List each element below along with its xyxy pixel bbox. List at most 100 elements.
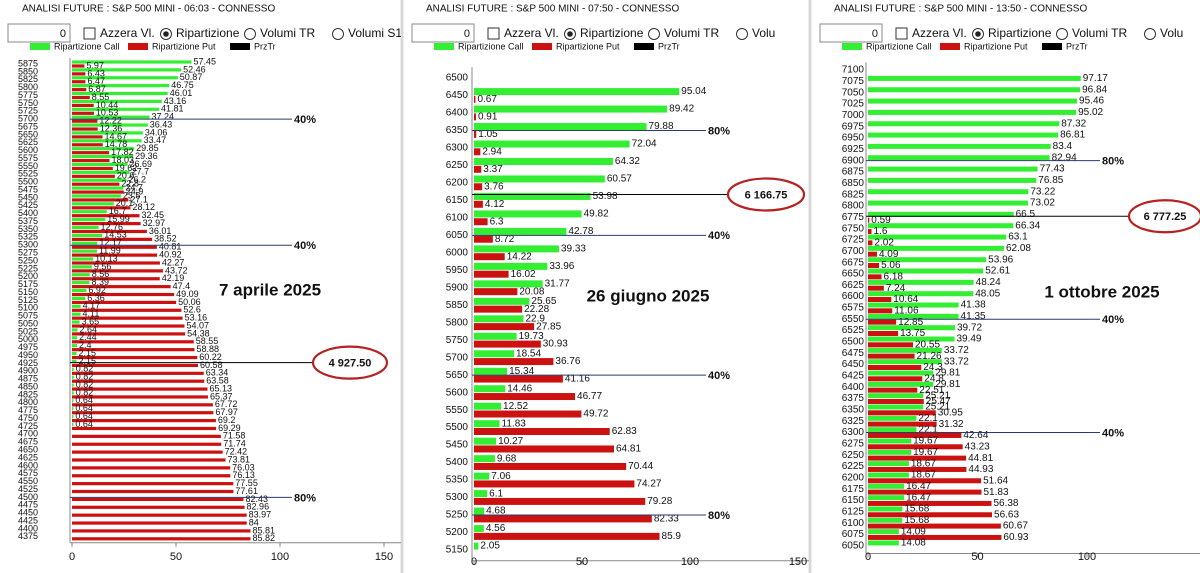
bar <box>868 353 915 359</box>
data-label: 64.32 <box>615 156 640 167</box>
data-label: 85.82 <box>253 533 276 543</box>
y-tick-label: 4875 <box>18 374 38 384</box>
bar <box>868 155 1050 161</box>
bar <box>72 422 74 427</box>
bar <box>868 75 1081 81</box>
data-label: 2.4 <box>79 340 92 350</box>
y-tick-label: 6100 <box>446 212 469 223</box>
data-label: 5.06 <box>881 260 901 271</box>
bar <box>72 115 150 119</box>
data-label: 15.99 <box>107 214 130 224</box>
bar <box>868 517 903 523</box>
checkbox[interactable] <box>83 27 96 40</box>
bar <box>72 328 78 332</box>
data-label: 20.08 <box>519 286 544 297</box>
data-label: 7.06 <box>491 471 511 482</box>
data-label: 9.56 <box>94 261 112 271</box>
bar <box>868 489 982 495</box>
data-label: 82.33 <box>654 514 679 525</box>
data-label: 42.64 <box>963 430 988 441</box>
data-label: 0.64 <box>75 403 93 413</box>
bar <box>868 342 914 348</box>
data-label: 42.27 <box>162 257 185 267</box>
bar <box>72 257 94 261</box>
number-input-value: 0 <box>464 28 470 40</box>
y-tick-label: 6400 <box>842 382 865 393</box>
bar <box>72 355 198 360</box>
data-label: 21.26 <box>917 351 942 362</box>
bar <box>868 393 924 399</box>
number-input[interactable] <box>7 23 71 43</box>
data-label: 10.13 <box>95 253 118 263</box>
y-tick-label: 7025 <box>842 99 865 110</box>
bar <box>72 399 74 403</box>
bar <box>72 206 131 210</box>
data-label: 18.54 <box>516 348 541 359</box>
bar <box>72 340 194 344</box>
bar <box>72 316 183 320</box>
radio-button[interactable] <box>332 28 344 40</box>
y-tick-label: 4625 <box>18 452 38 462</box>
data-label: 0.64 <box>75 419 93 429</box>
bar <box>72 123 148 127</box>
number-input[interactable] <box>411 23 475 43</box>
bar <box>868 415 917 421</box>
y-tick-label: 5150 <box>446 545 469 556</box>
number-input[interactable] <box>819 23 883 43</box>
checkbox[interactable] <box>895 27 908 40</box>
x-tick-label: 100 <box>271 551 289 563</box>
data-label: 3.76 <box>484 181 504 192</box>
bar <box>474 358 554 366</box>
bar <box>72 265 92 269</box>
radio-dot <box>163 31 169 37</box>
bar <box>868 245 1004 251</box>
y-tick-label: 4425 <box>18 515 38 525</box>
bar <box>868 330 899 336</box>
y-tick-label: 4700 <box>18 429 38 439</box>
y-tick-label: 5850 <box>446 300 469 311</box>
radio-button[interactable] <box>1056 28 1068 40</box>
data-label: 0.82 <box>76 372 94 382</box>
bar <box>868 223 1014 229</box>
y-tick-label: 4800 <box>18 397 38 407</box>
radio-label: Volumi S1 <box>348 26 402 40</box>
y-tick-label: 6375 <box>842 393 865 404</box>
y-tick-label: 4775 <box>18 405 38 415</box>
bar <box>474 472 490 480</box>
y-tick-label: 5475 <box>18 184 38 194</box>
bar <box>72 300 177 304</box>
data-label: 77.55 <box>235 478 258 488</box>
data-label: 65.37 <box>210 391 233 401</box>
bar <box>72 139 142 143</box>
checkbox[interactable] <box>487 27 500 40</box>
bar <box>474 385 506 393</box>
y-tick-label: 6975 <box>842 121 865 132</box>
data-label: 52.46 <box>183 64 206 74</box>
bar <box>474 393 576 401</box>
bar <box>72 162 128 167</box>
radio-button[interactable] <box>648 28 660 40</box>
bar <box>72 304 81 308</box>
bar <box>72 84 170 88</box>
data-label: 83.97 <box>249 510 272 520</box>
panel-title: ANALISI FUTURE : S&P 500 MINI - 13:50 - … <box>834 4 1087 15</box>
y-tick-label: 6125 <box>842 507 865 518</box>
radio-button[interactable] <box>244 28 256 40</box>
bar <box>868 109 1077 115</box>
y-tick-label: 5750 <box>446 335 469 346</box>
y-tick-label: 6350 <box>842 405 865 416</box>
bar <box>72 135 103 139</box>
bar <box>868 534 1002 540</box>
bar <box>868 421 937 427</box>
annotation-label: 80% <box>708 125 730 137</box>
data-label: 16.02 <box>511 269 536 280</box>
bar <box>868 376 923 382</box>
radio-button[interactable] <box>736 28 748 40</box>
bar <box>72 269 163 273</box>
bar <box>474 262 548 270</box>
radio-label: Ripartizione <box>176 26 240 40</box>
bar <box>72 387 208 391</box>
radio-button[interactable] <box>1144 28 1156 40</box>
data-label: 34.06 <box>145 127 168 137</box>
